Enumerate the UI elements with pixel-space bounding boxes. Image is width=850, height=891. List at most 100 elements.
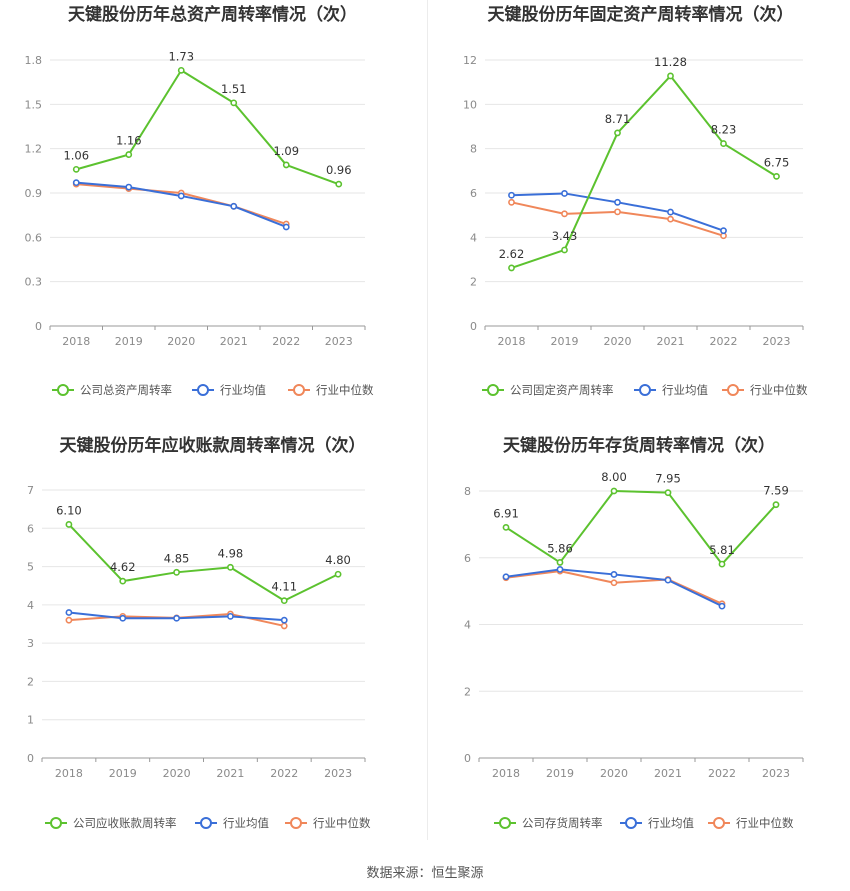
y-tick-label: 0.3 (25, 276, 43, 289)
legend-item-company[interactable]: 公司存货周转率 (494, 816, 603, 830)
x-tick-label: 2019 (551, 335, 579, 348)
x-tick-label: 2020 (604, 335, 632, 348)
industry-avg-data-point (227, 612, 234, 620)
industry-median-data-point (561, 210, 568, 218)
legend-label: 行业均值 (223, 816, 269, 830)
x-tick-label: 2021 (657, 335, 685, 348)
legend-marker (625, 817, 637, 829)
data-label: 3.43 (552, 229, 578, 243)
legend-label: 行业均值 (648, 816, 694, 830)
legend-item-industry-avg[interactable]: 行业均值 (634, 383, 708, 397)
legend-item-company[interactable]: 公司总资产周转率 (52, 383, 172, 397)
x-tick-label: 2020 (167, 335, 195, 348)
company-data-point (718, 560, 726, 568)
y-tick-label: 0 (35, 320, 42, 333)
y-tick-label: 1.2 (25, 143, 43, 156)
y-tick-label: 3 (27, 637, 34, 650)
legend-item-industry-median[interactable]: 行业中位数 (285, 816, 371, 830)
chart-svg: 天键股份历年应收账款周转率情况（次） 0 1 2 3 4 5 6 7 2018 2019 2020 20… (27, 435, 371, 830)
industry-avg-data-point (72, 179, 80, 187)
industry-avg-data-point (718, 602, 726, 610)
legend-label: 公司总资产周转率 (80, 383, 172, 397)
y-tick-label: 4 (470, 231, 477, 244)
x-tick-label: 2019 (109, 767, 137, 780)
y-tick-label: 7 (27, 484, 34, 497)
industry-avg-data-point (614, 198, 621, 206)
x-tick-label: 2022 (270, 767, 298, 780)
y-tick-label: 0 (27, 752, 34, 765)
legend-marker (487, 384, 499, 396)
data-label: 6.91 (493, 506, 519, 520)
industry-avg-data-point (556, 566, 564, 573)
legend-item-industry-avg[interactable]: 行业均值 (195, 816, 269, 830)
chart-svg: 天键股份历年存货周转率情况（次） 0 2 4 6 8 2018 2019 2020 2021 202… (464, 435, 804, 830)
legend-label: 公司固定资产周转率 (510, 383, 614, 397)
company-data-point (334, 570, 342, 578)
x-tick-label: 2021 (216, 767, 244, 780)
legend-item-industry-median[interactable]: 行业中位数 (708, 816, 794, 830)
x-tick-label: 2023 (325, 335, 353, 348)
legend-marker (499, 817, 511, 829)
company-series-line (511, 74, 778, 269)
x-tick-label: 2020 (600, 767, 628, 780)
y-tick-label: 6 (464, 552, 471, 565)
legend-item-industry-median[interactable]: 行业中位数 (722, 383, 808, 397)
y-tick-label: 10 (463, 98, 477, 111)
x-tick-label: 2021 (220, 335, 248, 348)
x-tick-label: 2023 (763, 335, 791, 348)
industry-avg-data-point (119, 614, 127, 622)
data-label: 6.75 (764, 155, 790, 169)
data-label: 1.73 (168, 49, 194, 63)
y-tick-label: 0 (464, 752, 471, 765)
x-tick-label: 2019 (115, 335, 143, 348)
data-label: 11.28 (654, 55, 687, 69)
legend-item-industry-avg[interactable]: 行业均值 (192, 383, 266, 397)
company-series-line (68, 523, 339, 602)
chart-panel-inventory-turnover: 天键股份历年存货周转率情况（次） 0 2 4 6 8 2018 2019 2020 2021 202… (428, 431, 850, 861)
data-label: 4.11 (271, 580, 297, 594)
industry-median-data-point (280, 622, 288, 630)
legend-item-industry-median[interactable]: 行业中位数 (288, 383, 374, 397)
legend-item-company[interactable]: 公司应收账款周转率 (45, 816, 177, 830)
x-tick-label: 2022 (710, 335, 738, 348)
company-data-point (772, 501, 780, 509)
data-label: 4.98 (218, 546, 244, 560)
y-tick-label: 2 (27, 675, 34, 688)
chart-svg: 天键股份历年固定资产周转率情况（次） 0 2 4 6 8 10 12 2018 2019 2020 2… (463, 4, 808, 397)
x-tick-label: 2022 (272, 335, 300, 348)
company-data-point (119, 577, 127, 585)
legend-label: 行业均值 (662, 383, 708, 397)
x-tick-label: 2022 (708, 767, 736, 780)
company-data-point (230, 99, 238, 107)
industry-avg-data-point (610, 571, 618, 578)
data-label: 1.16 (116, 134, 142, 148)
legend-marker (197, 384, 209, 396)
y-tick-label: 0.9 (25, 187, 43, 200)
company-data-point (173, 568, 180, 576)
x-tick-label: 2023 (762, 767, 790, 780)
company-series-line (505, 490, 777, 566)
company-data-point (773, 172, 780, 180)
legend-marker (713, 817, 725, 829)
company-data-point (280, 597, 288, 605)
y-tick-label: 0.6 (25, 231, 43, 244)
data-label: 6.10 (56, 503, 82, 517)
x-tick-label: 2020 (163, 767, 191, 780)
legend-marker (200, 817, 212, 829)
industry-avg-data-point (125, 183, 133, 191)
industry-avg-data-point (280, 616, 288, 624)
industry-avg-data-point (561, 190, 568, 197)
legend-label: 公司应收账款周转率 (73, 816, 177, 830)
legend-item-industry-avg[interactable]: 行业均值 (620, 816, 694, 830)
chart-svg: 天键股份历年总资产周转率情况（次） 0 0.3 0.6 0.9 1.2 1.5 1.8 2018… (25, 4, 374, 397)
company-data-point (65, 521, 73, 528)
data-label: 2.62 (499, 247, 525, 261)
y-tick-label: 6 (27, 522, 34, 535)
data-label: 7.59 (763, 484, 789, 498)
industry-avg-data-point (664, 576, 672, 584)
chart-title: 天键股份历年应收账款周转率情况（次） (60, 435, 366, 456)
legend-item-company[interactable]: 公司固定资产周转率 (482, 383, 614, 397)
company-series-line (75, 69, 340, 186)
y-tick-label: 5 (27, 561, 34, 574)
legend-marker (727, 384, 739, 396)
